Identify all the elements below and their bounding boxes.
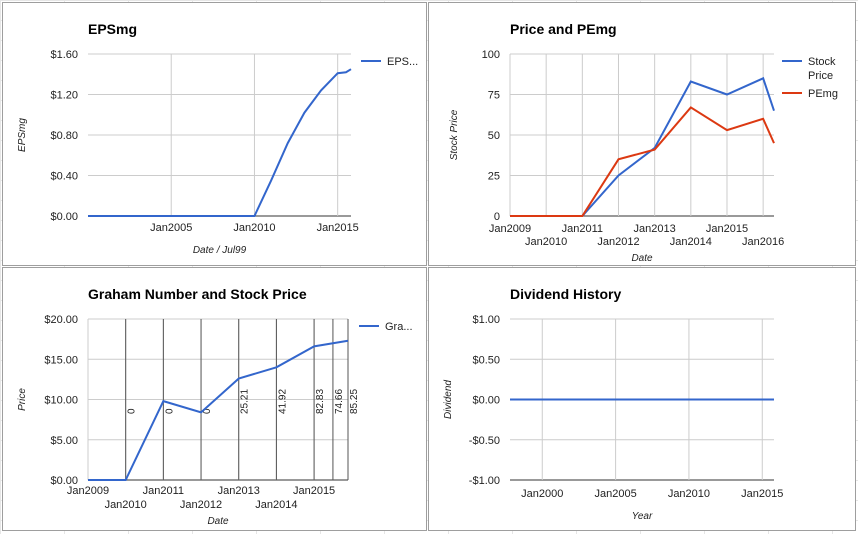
annotation-label: 0 xyxy=(202,408,213,414)
x-tick-label: Jan2014 xyxy=(670,236,712,248)
price-pe-chart-panel: Price and PEmg 0 25 50 75 100 Jan2009 Jan2010 Ja… xyxy=(428,2,856,266)
eps-chart: EPSmg $0.00 $0.40 $0.80 $1.20 $1.60 Jan2005 Jan… xyxy=(17,21,418,256)
chart-title: Graham Number and Stock Price xyxy=(88,286,307,302)
legend-label-line: Price xyxy=(808,70,833,82)
price-pe-chart: Price and PEmg0255075100Jan2009Jan2010Ja… xyxy=(449,21,838,264)
annotation-label: 85.25 xyxy=(349,389,360,414)
x-tick-label: Jan2005 xyxy=(150,222,192,234)
chart-title: Dividend History xyxy=(510,286,621,302)
x-tick-label: Jan2011 xyxy=(143,485,184,497)
y-tick-label: 100 xyxy=(482,49,500,61)
y-tick-label: 0 xyxy=(494,211,500,223)
y-tick-label: $0.00 xyxy=(472,395,500,407)
y-tick-label: 75 xyxy=(488,90,500,102)
annotation-label: 74.66 xyxy=(334,389,345,414)
y-tick-label: $10.00 xyxy=(44,395,78,407)
x-tick-label: Jan2010 xyxy=(668,488,710,500)
x-axis-title: Date / Jul99 xyxy=(193,245,247,256)
annotation-label: 25.21 xyxy=(240,389,251,414)
y-axis-title: Stock Price xyxy=(449,109,460,160)
graham-chart-panel: Graham Number and Stock Price $0.00 $5.00 $… xyxy=(2,267,427,531)
x-tick-label: Jan2015 xyxy=(706,223,748,235)
x-axis-title: Date xyxy=(207,516,229,527)
x-axis-title: Date xyxy=(631,253,653,264)
series-line xyxy=(510,106,775,217)
chart-title: EPSmg xyxy=(88,21,137,37)
x-tick-label: Jan2014 xyxy=(255,499,297,511)
x-tick-label: Jan2015 xyxy=(293,485,335,497)
annotation-label: 41.92 xyxy=(277,389,288,414)
legend-label-line: Stock xyxy=(808,56,836,68)
y-tick-label: $0.00 xyxy=(50,211,78,223)
x-tick-label: Jan2013 xyxy=(218,485,260,497)
x-tick-label: Jan2010 xyxy=(525,236,567,248)
dividend-chart: Dividend History -$1.00 -$0.50 $0.00 $0.50 $1… xyxy=(443,286,783,522)
x-tick-label: Jan2012 xyxy=(180,499,222,511)
y-axis-title: Price xyxy=(17,388,28,411)
x-axis-title: Year xyxy=(632,511,653,522)
annotation-label: 82.83 xyxy=(315,389,326,414)
legend-label: EPS... xyxy=(387,56,418,68)
y-axis-title: EPSmg xyxy=(17,118,28,152)
annotation-label: 0 xyxy=(127,408,138,414)
y-tick-label: -$0.50 xyxy=(469,435,500,447)
series-line xyxy=(88,68,352,217)
series-line xyxy=(510,76,775,217)
x-tick-label: Jan2009 xyxy=(489,223,531,235)
eps-chart-panel: EPSmg $0.00 $0.40 $0.80 $1.20 $1.60 Jan2005 Jan… xyxy=(2,2,427,266)
annotation-label: 0 xyxy=(164,408,175,414)
x-tick-label: Jan2016 xyxy=(742,236,784,248)
y-axis-title: Dividend xyxy=(443,380,454,419)
graham-chart: Graham Number and Stock Price $0.00 $5.00 $… xyxy=(17,286,413,527)
dividend-chart-panel: Dividend History -$1.00 -$0.50 $0.00 $0.50 $1… xyxy=(428,267,856,531)
x-tick-label: Jan2009 xyxy=(67,485,109,497)
legend-label: Gra... xyxy=(385,321,413,333)
y-tick-label: $1.00 xyxy=(472,314,500,326)
y-tick-label: $0.00 xyxy=(50,475,78,487)
x-tick-label: Jan2010 xyxy=(233,222,275,234)
y-tick-label: 25 xyxy=(488,171,500,183)
y-tick-label: $0.40 xyxy=(50,171,78,183)
chart-title: Price and PEmg xyxy=(510,21,617,37)
x-tick-label: Jan2000 xyxy=(521,488,563,500)
y-tick-label: $15.00 xyxy=(44,354,78,366)
x-tick-label: Jan2015 xyxy=(317,222,359,234)
legend-label: PEmg xyxy=(808,88,838,100)
x-tick-label: Jan2010 xyxy=(105,499,147,511)
x-tick-label: Jan2011 xyxy=(562,223,603,235)
y-tick-label: $1.60 xyxy=(50,49,78,61)
y-tick-label: $0.80 xyxy=(50,130,78,142)
series-line xyxy=(88,339,349,481)
y-tick-label: $5.00 xyxy=(50,435,78,447)
y-tick-label: 50 xyxy=(488,130,500,142)
x-tick-label: Jan2005 xyxy=(594,488,636,500)
y-tick-label: $1.20 xyxy=(50,90,78,102)
y-tick-label: $20.00 xyxy=(44,314,78,326)
x-tick-label: Jan2013 xyxy=(634,223,676,235)
x-tick-label: Jan2015 xyxy=(741,488,783,500)
x-tick-label: Jan2012 xyxy=(597,236,639,248)
y-tick-label: $0.50 xyxy=(472,354,500,366)
y-tick-label: -$1.00 xyxy=(469,475,500,487)
